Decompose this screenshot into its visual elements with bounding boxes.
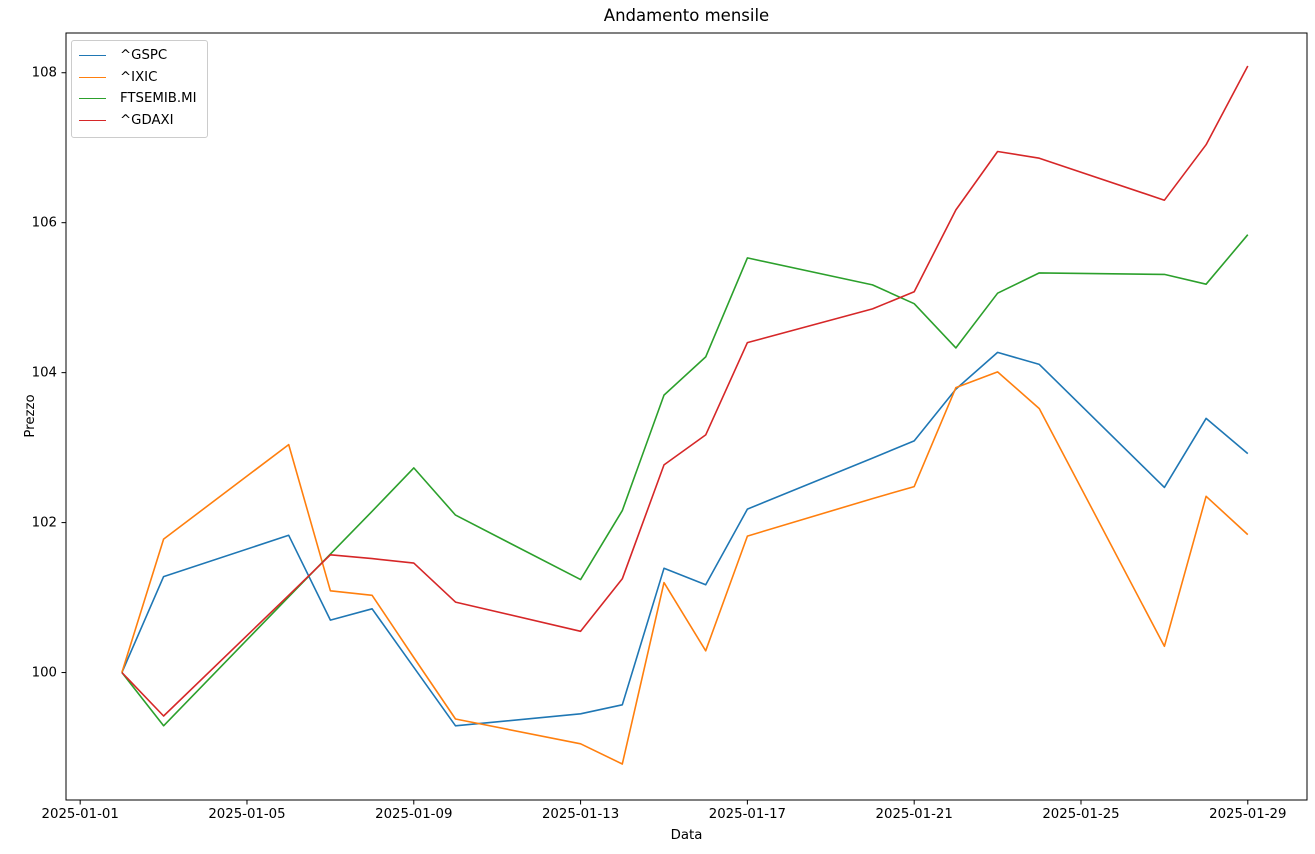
legend-label: ^GSPC <box>120 48 168 64</box>
legend-item-ftsemib.mi: FTSEMIB.MI <box>79 88 197 110</box>
legend-line-swatch <box>79 120 106 122</box>
legend-item-ixic: ^IXIC <box>79 67 197 89</box>
chart-title: Andamento mensile <box>603 6 770 25</box>
legend-line-swatch <box>79 76 106 78</box>
y-tick-label: 104 <box>31 365 57 381</box>
x-axis-label: Data <box>670 828 703 843</box>
legend-label: ^GDAXI <box>120 113 174 129</box>
x-tick-label: 2025-01-09 <box>375 807 453 822</box>
legend-item-gdaxi: ^GDAXI <box>79 110 197 132</box>
x-tick-label: 2025-01-29 <box>1209 807 1287 822</box>
y-tick-label: 100 <box>31 665 57 681</box>
x-tick-label: 2025-01-05 <box>208 807 286 822</box>
series-line-gspc <box>121 351 1249 727</box>
axes-spines <box>65 32 1308 801</box>
x-tick-label: 2025-01-17 <box>708 807 787 822</box>
series-line-ftsemib.mi <box>121 234 1249 727</box>
series-line-gdaxi <box>121 65 1249 717</box>
legend: ^GSPC ^IXIC FTSEMIB.MI ^GDAXI <box>71 40 208 139</box>
y-axis-label: Prezzo <box>23 394 39 438</box>
legend-item-gspc: ^GSPC <box>79 45 197 67</box>
x-tick-label: 2025-01-01 <box>41 807 119 822</box>
legend-line-swatch <box>79 55 106 57</box>
y-tick-label: 108 <box>31 65 57 81</box>
x-tick-label: 2025-01-13 <box>541 807 620 822</box>
series-line-ixic <box>121 371 1249 765</box>
legend-line-swatch <box>79 98 106 100</box>
x-tick-label: 2025-01-21 <box>875 807 953 822</box>
legend-label: FTSEMIB.MI <box>120 91 197 107</box>
x-tick-label: 2025-01-25 <box>1042 807 1120 822</box>
legend-label: ^IXIC <box>120 69 158 85</box>
y-tick-label: 106 <box>31 215 57 231</box>
y-tick-label: 102 <box>31 515 57 531</box>
